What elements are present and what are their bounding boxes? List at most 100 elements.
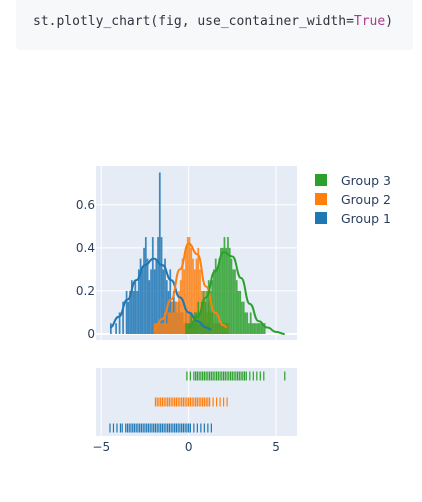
histogram-bar-group-1 [132, 290, 135, 334]
histogram-bar-group-3 [263, 323, 266, 334]
code-keyword: True [353, 14, 386, 29]
histogram-bar-group-2 [192, 258, 194, 334]
histogram-bar-group-1 [158, 172, 161, 334]
histogram-bar-group-3 [249, 312, 252, 334]
histogram-bar-group-3 [262, 323, 264, 334]
legend-item-group-3[interactable]: Group 3 [315, 173, 391, 188]
histogram-bar-group-1 [151, 237, 154, 334]
histogram-bar-group-2 [186, 237, 189, 334]
histogram-bar-group-1 [169, 269, 172, 334]
histogram-bar-group-2 [195, 258, 198, 334]
histogram-bar-group-3 [241, 301, 243, 334]
histogram-bar-group-3 [186, 323, 189, 334]
histogram-bar-group-3 [234, 269, 236, 334]
histogram-bar-group-3 [185, 323, 187, 334]
kde-layer [109, 242, 285, 335]
histogram-bar-group-2 [190, 247, 193, 334]
histogram-bar-group-3 [207, 280, 210, 334]
histogram-bar-group-1 [141, 269, 144, 334]
histogram-bar-group-1 [130, 280, 133, 334]
histogram-bar-group-3 [244, 312, 247, 334]
legend-label: Group 2 [341, 192, 391, 207]
code-line: st.plotly_chart(fig, use_container_width… [33, 14, 393, 29]
histogram-bar-group-1 [148, 280, 151, 334]
histogram-bar-group-1 [162, 269, 165, 334]
histogram-bar-group-2 [172, 312, 175, 334]
histogram-bar-group-3 [195, 312, 198, 334]
histogram-bar-group-2 [165, 323, 168, 334]
histogram-bar-group-3 [237, 290, 240, 334]
histogram-bar-group-1 [109, 323, 112, 334]
histogram-bar-group-1 [155, 258, 158, 334]
code-text: st.plotly_chart(fig, use_container_width… [33, 14, 354, 29]
legend-swatch [315, 174, 327, 186]
x-tick-label: 5 [272, 440, 280, 454]
histogram-bar-group-3 [218, 258, 221, 334]
legend-label: Group 1 [341, 211, 391, 226]
histogram-bar-group-2 [181, 258, 184, 334]
histogram-bar-group-1 [157, 237, 159, 334]
histogram-bar-group-3 [242, 301, 245, 334]
histogram-bar-group-3 [216, 269, 219, 334]
histogram-bar-group-1 [125, 290, 128, 334]
histogram-bar-group-2 [171, 301, 173, 334]
y-tick-label: 0.4 [76, 241, 95, 255]
histogram-bar-group-2 [157, 323, 159, 334]
histogram-bar-group-3 [214, 258, 217, 334]
histogram-bar-group-1 [127, 301, 130, 334]
histogram-bar-group-3 [213, 269, 215, 334]
histogram-bar-group-3 [251, 323, 254, 334]
histogram-bar-group-1 [115, 323, 117, 334]
kde-curve-group-1 [109, 257, 212, 331]
histogram-bar-group-1 [160, 237, 163, 334]
x-tick-label: −5 [92, 440, 110, 454]
histogram-bar-group-3 [202, 290, 205, 334]
histogram-bar-group-2 [160, 323, 163, 334]
histogram-bar-group-3 [235, 280, 238, 334]
histogram-bar-group-2 [158, 323, 161, 334]
histogram-bar-group-1 [153, 269, 156, 334]
histogram-bar-group-1 [122, 301, 124, 334]
histogram-bar-group-3 [221, 247, 224, 334]
histogram-bar-group-3 [220, 247, 222, 334]
histogram-bar-group-1 [143, 247, 145, 334]
histogram-bar-group-2 [169, 312, 172, 334]
histogram-bar-group-3 [253, 323, 256, 334]
histogram-bar-group-2 [183, 269, 186, 334]
y-tick-label: 0.6 [76, 198, 95, 212]
histogram-bar-group-3 [206, 290, 208, 334]
histogram-bar-group-2 [197, 247, 200, 334]
histogram-bar-group-3 [256, 323, 259, 334]
histogram-bar-group-3 [188, 323, 191, 334]
legend-swatch [315, 212, 327, 224]
legend-item-group-1[interactable]: Group 1 [315, 211, 391, 226]
legend-swatch [315, 193, 327, 205]
histogram-bar-group-1 [137, 269, 140, 334]
histogram-bar-group-2 [188, 237, 191, 334]
histogram-bar-group-1 [146, 258, 149, 334]
histogram-bar-group-1 [144, 237, 147, 334]
legend[interactable]: Group 3 Group 2 Group 1 [315, 173, 391, 226]
histogram-bar-group-3 [197, 301, 200, 334]
histogram-bar-group-3 [230, 258, 233, 334]
code-suffix: ) [385, 14, 394, 29]
y-tick-label: 0 [87, 327, 95, 341]
histogram-bar-group-2 [167, 312, 170, 334]
histogram-bar-group-2 [164, 312, 166, 334]
tick-layer: 0 0.2 0.4 0.6 −5 0 5 [76, 198, 280, 454]
kde-curve-group-2 [153, 242, 228, 331]
legend-item-group-2[interactable]: Group 2 [315, 192, 391, 207]
histogram-bar-group-3 [193, 312, 196, 334]
histogram-bar-group-2 [185, 247, 187, 334]
y-tick-label: 0.2 [76, 284, 95, 298]
histogram-bar-group-3 [258, 323, 261, 334]
histogram-bar-group-3 [246, 312, 249, 334]
histogram-bar-group-2 [162, 323, 165, 334]
histogram-bar-group-1 [164, 258, 166, 334]
histogram-bar-group-2 [199, 269, 201, 334]
histogram-bar-group-2 [179, 280, 182, 334]
histogram-bar-group-1 [150, 269, 152, 334]
histogram-bar-group-3 [228, 247, 231, 334]
histogram-bar-group-3 [239, 290, 242, 334]
